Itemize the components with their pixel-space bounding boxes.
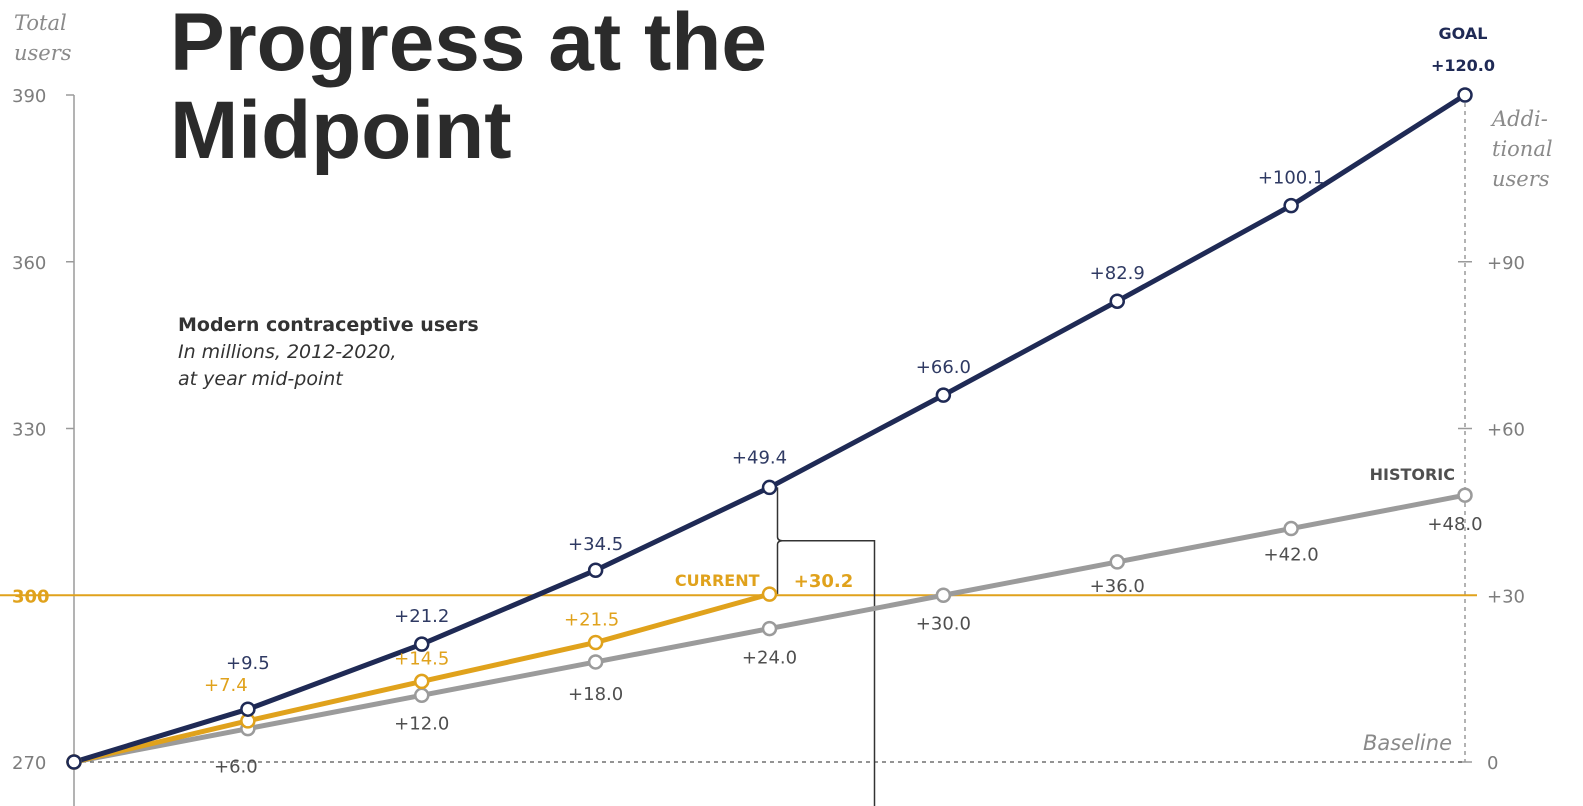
data-point-plan-2014: [414, 636, 430, 652]
point-label-plan-2017: +66.0: [916, 357, 971, 378]
data-point-plan-2015: [587, 562, 604, 578]
data-point-current-2015: [587, 634, 604, 651]
point-label-plan-2015: +34.5: [568, 534, 623, 555]
point-label-historic-2013: +6.0: [214, 757, 258, 778]
right-axis-tick-label: +60: [1487, 420, 1525, 441]
series-layer: [66, 87, 1473, 770]
data-point-plan-2017: [935, 387, 952, 403]
chart-title-line-2: Midpoint: [170, 85, 512, 176]
point-label-plan-2019: +100.1: [1258, 168, 1325, 189]
right-axis-caption-line-2: tional: [1492, 137, 1553, 161]
point-label-current-2016: +30.2: [794, 571, 854, 592]
right-axis-tick-label: +90: [1487, 253, 1525, 274]
historic-tag: HISTORIC: [1370, 465, 1455, 484]
point-label-historic-2014: +12.0: [394, 713, 449, 734]
point-label-current-2014: +14.5: [394, 648, 449, 669]
data-point-plan-2013: [240, 701, 256, 717]
data-point-historic-2018: [1109, 554, 1125, 570]
point-label-plan-2018: +82.9: [1090, 263, 1145, 284]
current-tag: CURRENT: [675, 571, 760, 590]
baseline-label: Baseline: [1363, 731, 1452, 755]
subtitle-line-2: at year mid-point: [178, 368, 344, 390]
left-axis-tick-label: 390: [12, 86, 46, 107]
data-point-historic-2019: [1283, 520, 1299, 537]
left-axis-caption-line-2: users: [14, 41, 72, 65]
gap-bracket: [776, 487, 876, 806]
right-axis-tick-label: 0: [1487, 753, 1498, 774]
point-label-plan-2014: +21.2: [394, 606, 449, 627]
point-label-current-2015: +21.5: [564, 609, 619, 630]
labels-layer: +9.5 +21.2 +34.5 +49.4 +66.0 +82.9 +100.1 +7.4 +…: [204, 24, 1495, 778]
data-point-plan-2020: [1457, 87, 1473, 103]
right-axis-tick-label: +30: [1487, 586, 1525, 607]
data-point-plan-2012: [66, 754, 82, 770]
point-label-historic-2018: +36.0: [1090, 576, 1145, 597]
point-label-plan-2016: +49.4: [732, 447, 787, 468]
right-axis-caption-line-1: Addi-: [1490, 107, 1548, 131]
chart-title-line-1: Progress at the: [170, 0, 767, 88]
data-point-current-2016: [761, 586, 778, 602]
gap-bracket-layer: [776, 487, 876, 806]
left-axis-tick-label: 330: [12, 420, 46, 441]
point-label-plan-2013: +9.5: [226, 653, 270, 674]
point-label-historic-2015: +18.0: [568, 684, 623, 705]
point-label-historic-2017: +30.0: [916, 613, 971, 634]
data-point-plan-2019: [1283, 197, 1299, 214]
left-axis-tick-label: 300: [12, 586, 50, 607]
data-point-plan-2018: [1109, 293, 1125, 309]
subtitle-line-1: In millions, 2012-2020,: [178, 341, 397, 363]
point-label-historic-2016: +24.0: [742, 648, 797, 669]
subtitle-heading: Modern contraceptive users: [178, 314, 479, 336]
data-point-historic-2020: [1457, 487, 1473, 503]
data-point-current-2014: [414, 673, 430, 690]
point-label-current-2013: +7.4: [204, 675, 248, 696]
data-point-historic-2014: [414, 687, 430, 704]
data-point-historic-2016: [761, 620, 778, 637]
left-axis-caption-line-1: Total: [14, 11, 67, 35]
data-point-plan-2016: [761, 479, 778, 496]
goal-value-tag: +120.0: [1431, 56, 1495, 75]
axes-layer: 270 300 330 360 390 0 +30 +60 +90: [0, 86, 1525, 806]
point-label-historic-2020: +48.0: [1427, 514, 1482, 535]
point-label-historic-2019: +42.0: [1264, 545, 1319, 566]
left-axis-tick-label: 360: [12, 253, 46, 274]
data-point-historic-2017: [935, 587, 952, 603]
goal-tag: GOAL: [1439, 24, 1488, 43]
right-axis-caption-line-3: users: [1492, 167, 1550, 191]
data-point-historic-2015: [587, 654, 604, 670]
left-axis-tick-label: 270: [12, 753, 46, 774]
